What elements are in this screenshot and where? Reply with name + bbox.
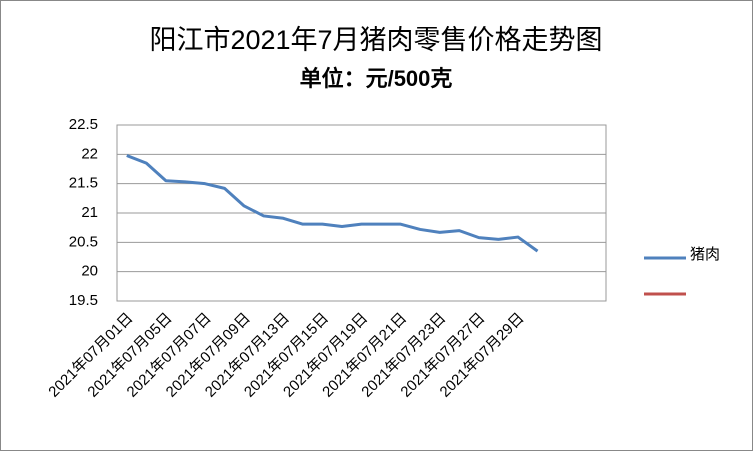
y-tick-label: 21.5 xyxy=(69,175,98,192)
y-tick-label: 19.5 xyxy=(69,292,98,309)
y-tick-label: 20.5 xyxy=(69,233,98,250)
chart-subtitle: 单位：元/500克 xyxy=(300,66,453,91)
data-line xyxy=(126,154,539,253)
chart-title: 阳江市2021年7月猪肉零售价格走势图 xyxy=(149,25,602,55)
legend-label: 猪肉 xyxy=(690,246,720,263)
y-tick-label: 21 xyxy=(81,204,98,221)
y-tick-label: 22.5 xyxy=(69,116,98,133)
y-tick-label: 20 xyxy=(81,263,98,280)
y-tick-label: 22 xyxy=(81,145,98,162)
